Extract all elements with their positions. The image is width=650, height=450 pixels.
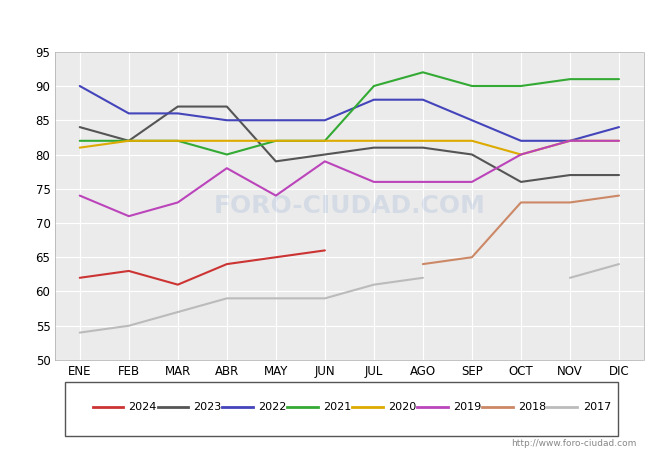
Text: http://www.foro-ciudad.com: http://www.foro-ciudad.com [512,439,637,448]
Text: 2017: 2017 [583,402,611,412]
Text: 2018: 2018 [518,402,546,412]
Text: FORO-CIUDAD.COM: FORO-CIUDAD.COM [213,194,486,218]
Text: 2022: 2022 [259,402,287,412]
Text: 2021: 2021 [323,402,352,412]
Text: Afiliados en Gaià a 31/5/2024: Afiliados en Gaià a 31/5/2024 [192,14,458,33]
Text: 2023: 2023 [194,402,222,412]
Text: 2019: 2019 [453,402,482,412]
FancyBboxPatch shape [65,382,618,436]
Text: 2020: 2020 [388,402,417,412]
Text: 2024: 2024 [129,402,157,412]
